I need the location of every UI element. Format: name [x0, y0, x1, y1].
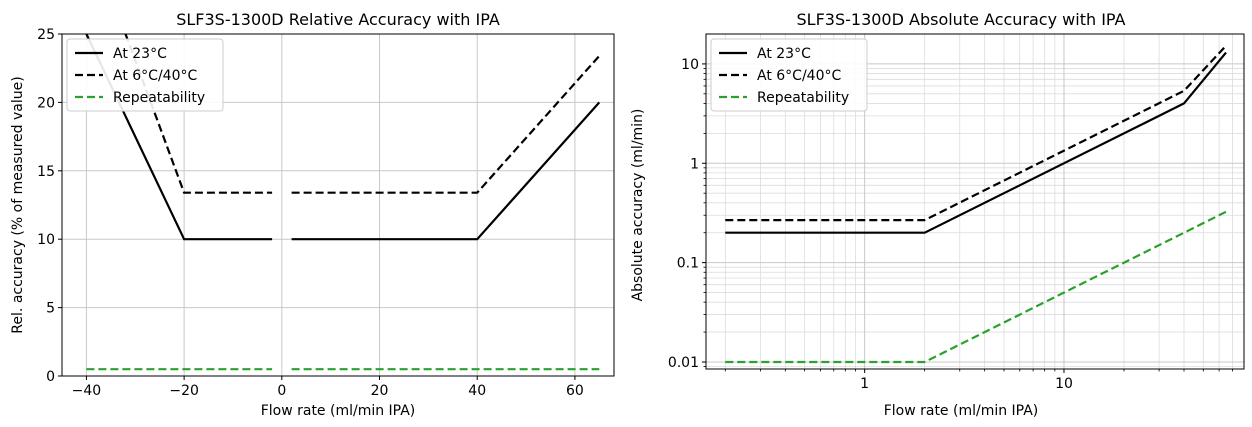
series-line-0	[725, 51, 1227, 234]
y-tick-label: 0.1	[677, 256, 699, 272]
x-tick-label: 20	[371, 383, 389, 399]
y-tick-label: 20	[37, 95, 55, 111]
y-tick-label: 5	[46, 301, 55, 317]
y-tick-label: 0	[46, 369, 55, 385]
absolute-accuracy-chart: SLF3S-1300D Absolute Accuracy with IPA 1…	[630, 10, 1245, 419]
x-tick-label: 60	[566, 383, 584, 399]
x-axis-label: Flow rate (ml/min IPA)	[884, 403, 1039, 419]
chart-title: SLF3S-1300D Relative Accuracy with IPA	[176, 10, 500, 29]
legend-box	[66, 38, 224, 112]
y-tick-label: 15	[37, 164, 55, 180]
x-tick-label: −20	[169, 383, 199, 399]
legend-label: At 6°C/40°C	[113, 68, 197, 84]
legend-label: At 23°C	[757, 46, 811, 62]
series-line-0	[291, 101, 601, 241]
tick-group: 1 10 0.01 0.1 1 10	[668, 57, 1233, 392]
y-tick-label: 10	[37, 232, 55, 248]
y-tick-label: 10	[681, 57, 699, 73]
x-tick-label: 40	[468, 383, 486, 399]
x-tick-label: 1	[860, 376, 869, 392]
legend: At 23°C At 6°C/40°C Repeatability	[66, 38, 224, 112]
series-group	[725, 45, 1227, 364]
y-tick-label: 1	[690, 156, 699, 172]
chart-title: SLF3S-1300D Absolute Accuracy with IPA	[797, 10, 1126, 29]
series-line-1	[291, 55, 601, 194]
series-line-1	[124, 34, 273, 194]
legend: At 23°C At 6°C/40°C Repeatability	[710, 38, 868, 112]
plot-frame	[61, 33, 615, 377]
legend-box	[710, 38, 868, 112]
x-axis-label: Flow rate (ml/min IPA)	[261, 403, 416, 419]
tick-group: −40 −20 0 20 40 60 0 5 10 15 20 25	[37, 27, 584, 399]
x-tick-label: 10	[1055, 376, 1073, 392]
y-axis-label: Absolute accuracy (ml/min)	[630, 109, 646, 302]
y-tick-label: 25	[37, 27, 55, 43]
y-axis-label: Rel. accuracy (% of measured value)	[10, 76, 26, 333]
x-tick-label: 0	[277, 383, 286, 399]
x-tick-label: −40	[72, 383, 102, 399]
series-line-1	[725, 45, 1227, 222]
plot-frame	[705, 33, 1245, 370]
series-line-2	[725, 210, 1227, 364]
legend-label: At 23°C	[113, 46, 167, 62]
legend-label: Repeatability	[757, 90, 849, 106]
legend-label: Repeatability	[113, 90, 205, 106]
legend-label: At 6°C/40°C	[757, 68, 841, 84]
relative-accuracy-chart: SLF3S-1300D Relative Accuracy with IPA −…	[10, 10, 615, 419]
y-tick-label: 0.01	[668, 355, 699, 371]
